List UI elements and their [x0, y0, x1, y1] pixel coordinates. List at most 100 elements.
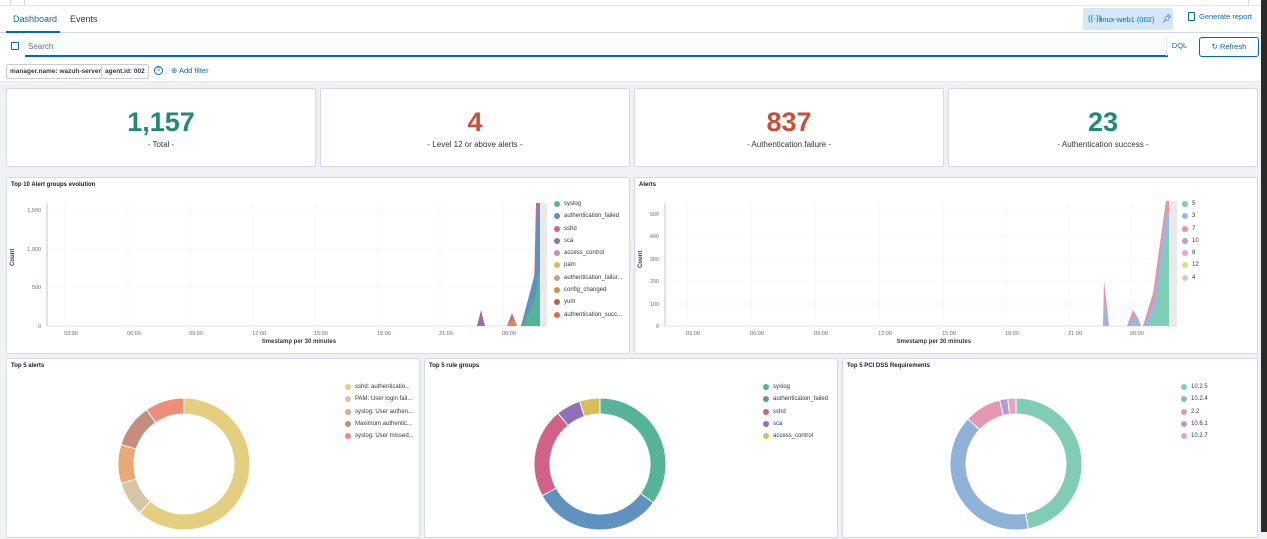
legend-swatch: [1181, 433, 1187, 440]
legend-swatch: [345, 396, 351, 403]
legend-label: authentication_succ...: [564, 311, 623, 318]
agent-selector-button[interactable]: ((·)) linux-web1 (002) 📌︎: [1083, 8, 1173, 30]
top-rule-groups-donut: [533, 397, 667, 531]
add-filter-button[interactable]: ⊕ Add filter: [171, 66, 209, 75]
y-tick-label: 200: [650, 279, 659, 285]
donut-slice[interactable]: [1007, 397, 1017, 415]
stat-auth-failure-label: - Authentication failure -: [746, 140, 832, 149]
y-tick-label: 500: [32, 285, 41, 291]
x-tick-label: 09:00: [189, 331, 203, 337]
add-filter-label: Add filter: [178, 66, 209, 75]
window-edge: [1261, 0, 1267, 532]
x-tick-label: 00:00: [1130, 331, 1144, 337]
donut-slice[interactable]: [145, 397, 185, 424]
alerts-stacked-area: [1103, 201, 1177, 326]
legend-swatch: [1182, 262, 1188, 269]
top-alerts-panel: Top 5 alerts sshd: authenticatio... PAM: …: [6, 358, 420, 538]
legend-label: 10.2.7: [1191, 433, 1208, 440]
y-tick-label: 0: [38, 324, 41, 330]
legend-label: syslog: User authen...: [355, 408, 414, 415]
legend-swatch: [554, 225, 560, 232]
legend-label: pam: [564, 262, 576, 269]
agent-label: linux-web1 (002): [1099, 15, 1155, 24]
filter-pill-agent[interactable]: agent.id: 002: [101, 64, 149, 79]
alerts-panel: Alerts 500 400 300 200 100 0 03:00 06:00 09:00 12…: [634, 177, 1258, 354]
x-tick-label: 12:00: [252, 331, 266, 337]
stat-auth-failure-value[interactable]: 837: [766, 107, 812, 137]
legend-label: yum: [564, 299, 576, 306]
pin-icon[interactable]: 📌︎: [1162, 14, 1173, 23]
legend-label: syslog: User missed...: [355, 433, 414, 440]
legend-label: authentication_failur...: [564, 274, 623, 281]
legend-swatch: [554, 274, 560, 281]
tab-dashboard[interactable]: Dashboard: [13, 14, 58, 24]
donut-slice[interactable]: [541, 487, 655, 531]
stat-total-label: - Total -: [147, 140, 175, 149]
legend-swatch: [554, 237, 560, 244]
alerts-chart: 500 400 300 200 100 0 03:00 06:00 09:00 12:00 15:0…: [650, 201, 1177, 337]
saved-query-icon[interactable]: [11, 42, 19, 50]
x-tick-label: 06:00: [750, 331, 764, 337]
legend-label: 7: [1192, 225, 1196, 232]
legend-label: syslog: [564, 201, 582, 207]
legend-swatch: [345, 420, 351, 427]
donut-slice[interactable]: [1015, 397, 1083, 530]
donut-slice[interactable]: [578, 397, 601, 418]
stat-auth-success-value[interactable]: 23: [1087, 107, 1119, 137]
donut-slice[interactable]: [533, 412, 569, 497]
legend-label: 10: [1192, 237, 1199, 244]
plus-circle-icon: ⊕: [171, 66, 179, 75]
donut-slice[interactable]: [599, 397, 667, 504]
stat-level12-label: - Level 12 or above alerts -: [427, 140, 523, 149]
legend-swatch: [554, 250, 560, 257]
x-tick-label: 21:00: [439, 331, 453, 337]
stat-level12-value[interactable]: 4: [467, 107, 483, 137]
legend-label: syslog: [773, 384, 791, 390]
y-axis-label: Count: [10, 248, 16, 266]
x-axis-label: timestamp per 30 minutes: [262, 339, 337, 345]
legend-label: 10.2.5: [1191, 384, 1208, 390]
x-tick-label: 15:00: [314, 331, 328, 337]
generate-report-button[interactable]: Generate report: [1188, 12, 1252, 21]
panel-title: Alerts: [639, 182, 657, 188]
legend-swatch: [1181, 420, 1187, 427]
legend-swatch: [345, 433, 351, 440]
legend-label: sshd: authenticatio...: [355, 384, 411, 390]
donut-slice[interactable]: [117, 443, 137, 485]
refresh-button[interactable]: ↻ Refresh: [1199, 37, 1259, 57]
donut-slice[interactable]: [139, 397, 251, 531]
legend-label: 5: [1192, 201, 1196, 207]
legend-label: 2.2: [1191, 408, 1200, 415]
filter-menu-icon[interactable]: ≡: [154, 66, 163, 75]
alert-groups-evolution-panel: Top 10 Alert groups evolution 1,500 1,000…: [6, 177, 630, 354]
legend-label: 12: [1192, 262, 1199, 269]
tab-events[interactable]: Events: [70, 14, 98, 24]
legend-swatch: [554, 201, 560, 207]
legend-swatch: [1182, 201, 1188, 207]
x-tick-label: 06:00: [127, 331, 141, 337]
legend-label: PAM: User login fail...: [355, 396, 413, 403]
legend-label: 8: [1192, 250, 1196, 257]
search-input[interactable]: [25, 37, 1168, 57]
donut-slice[interactable]: [949, 418, 1029, 531]
legend-swatch: [1181, 396, 1187, 403]
legend-swatch: [1182, 237, 1188, 244]
y-tick-label: 400: [650, 234, 659, 240]
y-tick-label: 300: [650, 257, 659, 263]
legend-swatch: [1181, 384, 1187, 390]
filter-bar: manager.name: wazuh-server agent.id: 002…: [0, 60, 1261, 82]
x-tick-label: 18:00: [1005, 331, 1019, 337]
panel-title: Top 5 alerts: [11, 363, 45, 369]
legend-label: 10.2.4: [1191, 396, 1208, 403]
legend-swatch: [554, 287, 560, 294]
stat-auth-success-label: - Authentication success -: [1057, 140, 1149, 149]
top-pci-dss-donut: [949, 397, 1083, 531]
stat-total-value[interactable]: 1,157: [127, 107, 195, 137]
filter-pill-manager[interactable]: manager.name: wazuh-server: [6, 64, 106, 79]
x-tick-label: 12:00: [878, 331, 892, 337]
legend-label: config_changed: [564, 287, 607, 294]
legend-label: access_control: [564, 250, 605, 257]
dql-toggle[interactable]: DQL: [1166, 36, 1192, 56]
top-pci-dss-panel: Top 5 PCI DSS Requirements 10.2.5 10.2.4 2…: [842, 358, 1258, 538]
legend-label: authentication_failed: [773, 396, 829, 403]
